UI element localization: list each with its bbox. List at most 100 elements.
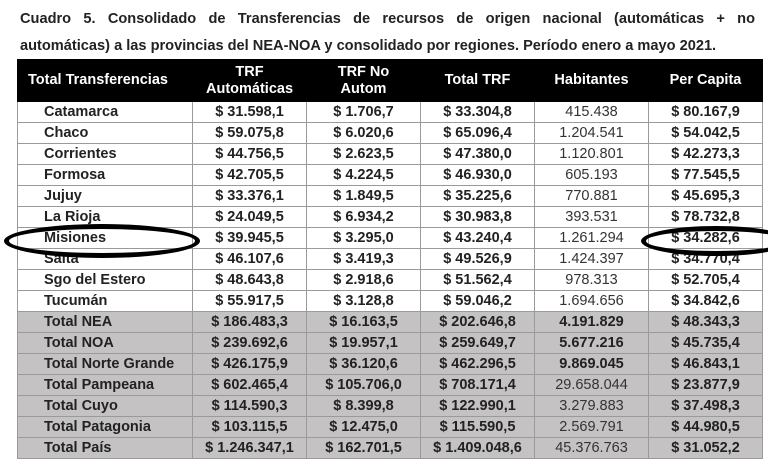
habitantes-cell: 1.424.397	[534, 248, 649, 270]
region-name-cell: Total Norte Grande	[17, 353, 193, 375]
region-name-cell: Catamarca	[17, 101, 193, 123]
trf-automaticas-cell: $ 31.598,1	[192, 101, 307, 123]
habitantes-cell: 770.881	[534, 185, 649, 207]
total-row: Total NOA $ 239.692,6 $ 19.957,1 $ 259.649,…	[17, 332, 763, 354]
habitantes-cell: 1.694.656	[534, 290, 649, 312]
table-row: Catamarca $ 31.598,1 $ 1.706,7 $ 33.304,8 41…	[17, 101, 763, 123]
table-caption: Cuadro 5. Consolidado de Transferencias …	[20, 6, 755, 60]
table-row: Tucumán $ 55.917,5 $ 3.128,8 $ 59.046,2 1.69…	[17, 290, 763, 312]
total-trf-cell: $ 43.240,4	[420, 227, 535, 249]
total-trf-cell: $ 35.225,6	[420, 185, 535, 207]
trf-no-autom-cell: $ 1.849,5	[306, 185, 421, 207]
trf-no-autom-cell: $ 1.706,7	[306, 101, 421, 123]
trf-no-autom-cell: $ 12.475,0	[306, 416, 421, 438]
trf-no-autom-cell: $ 3.419,3	[306, 248, 421, 270]
table-row: Sgo del Estero $ 48.643,8 $ 2.918,6 $ 51.56…	[17, 269, 763, 291]
habitantes-cell: 393.531	[534, 206, 649, 228]
region-name-cell: Total NEA	[17, 311, 193, 333]
total-row: Total Pampeana $ 602.465,4 $ 105.706,0 $ 70…	[17, 374, 763, 396]
total-trf-cell: $ 51.562,4	[420, 269, 535, 291]
habitantes-cell: 9.869.045	[534, 353, 649, 375]
total-trf-cell: $ 33.304,8	[420, 101, 535, 123]
table-row: Chaco $ 59.075,8 $ 6.020,6 $ 65.096,4 1.204.…	[17, 122, 763, 144]
habitantes-cell: 3.279.883	[534, 395, 649, 417]
header-trf-no-autom: TRF No Autom	[306, 59, 421, 102]
trf-automaticas-cell: $ 46.107,6	[192, 248, 307, 270]
caption-line-1: Cuadro 5. Consolidado de Transferencias …	[20, 11, 755, 27]
region-name-cell: Jujuy	[17, 185, 193, 207]
table-row: Corrientes $ 44.756,5 $ 2.623,5 $ 47.380,0 1…	[17, 143, 763, 165]
per-capita-cell: $ 54.042,5	[648, 122, 763, 144]
per-capita-cell: $ 45.735,4	[648, 332, 763, 354]
header-trf-automaticas: TRF Automáticas	[192, 59, 307, 102]
header-total-transferencias: Total Transferencias	[17, 59, 193, 102]
per-capita-cell: $ 45.695,3	[648, 185, 763, 207]
header-line: TRF	[235, 63, 264, 80]
header-habitantes: Habitantes	[534, 59, 649, 102]
habitantes-cell: 2.569.791	[534, 416, 649, 438]
habitantes-cell: 4.191.829	[534, 311, 649, 333]
transfers-table: Total Transferencias TRF Automáticas TRF …	[17, 59, 763, 459]
trf-no-autom-cell: $ 6.020,6	[306, 122, 421, 144]
habitantes-cell: 978.313	[534, 269, 649, 291]
per-capita-cell: $ 44.980,5	[648, 416, 763, 438]
total-trf-cell: $ 1.409.048,6	[420, 437, 535, 459]
trf-automaticas-cell: $ 114.590,3	[192, 395, 307, 417]
total-trf-cell: $ 202.646,8	[420, 311, 535, 333]
per-capita-cell: $ 48.343,3	[648, 311, 763, 333]
trf-automaticas-cell: $ 24.049,5	[192, 206, 307, 228]
trf-automaticas-cell: $ 48.643,8	[192, 269, 307, 291]
region-name-cell: Formosa	[17, 164, 193, 186]
per-capita-cell: $ 37.498,3	[648, 395, 763, 417]
table-row: Misiones $ 39.945,5 $ 3.295,0 $ 43.240,4 1.2…	[17, 227, 763, 249]
trf-no-autom-cell: $ 105.706,0	[306, 374, 421, 396]
trf-no-autom-cell: $ 3.128,8	[306, 290, 421, 312]
per-capita-cell: $ 23.877,9	[648, 374, 763, 396]
total-row: Total Patagonia $ 103.115,5 $ 12.475,0 $ 11…	[17, 416, 763, 438]
trf-automaticas-cell: $ 239.692,6	[192, 332, 307, 354]
trf-automaticas-cell: $ 33.376,1	[192, 185, 307, 207]
region-name-cell: Tucumán	[17, 290, 193, 312]
per-capita-cell: $ 46.843,1	[648, 353, 763, 375]
habitantes-cell: 1.261.294	[534, 227, 649, 249]
total-trf-cell: $ 49.526,9	[420, 248, 535, 270]
region-name-cell: Total Pampeana	[17, 374, 193, 396]
habitantes-cell: 29.658.044	[534, 374, 649, 396]
per-capita-cell: $ 78.732,8	[648, 206, 763, 228]
trf-automaticas-cell: $ 55.917,5	[192, 290, 307, 312]
trf-no-autom-cell: $ 8.399,8	[306, 395, 421, 417]
trf-no-autom-cell: $ 6.934,2	[306, 206, 421, 228]
trf-automaticas-cell: $ 1.246.347,1	[192, 437, 307, 459]
total-row: Total Cuyo $ 114.590,3 $ 8.399,8 $ 122.990,…	[17, 395, 763, 417]
total-trf-cell: $ 46.930,0	[420, 164, 535, 186]
region-name-cell: Total Patagonia	[17, 416, 193, 438]
per-capita-cell: $ 42.273,3	[648, 143, 763, 165]
per-capita-cell: $ 80.167,9	[648, 101, 763, 123]
region-name-cell: Total País	[17, 437, 193, 459]
habitantes-cell: 5.677.216	[534, 332, 649, 354]
habitantes-cell: 1.204.541	[534, 122, 649, 144]
total-trf-cell: $ 462.296,5	[420, 353, 535, 375]
per-capita-cell: $ 34.842,6	[648, 290, 763, 312]
caption-line-2: automáticas) a las provincias del NEA-NO…	[20, 38, 717, 54]
region-name-cell: Sgo del Estero	[17, 269, 193, 291]
trf-automaticas-cell: $ 186.483,3	[192, 311, 307, 333]
total-row: Total País $ 1.246.347,1 $ 162.701,5 $ 1.40…	[17, 437, 763, 459]
habitantes-cell: 45.376.763	[534, 437, 649, 459]
trf-no-autom-cell: $ 19.957,1	[306, 332, 421, 354]
region-name-cell: La Rioja	[17, 206, 193, 228]
table-row: Salta $ 46.107,6 $ 3.419,3 $ 49.526,9 1.424.…	[17, 248, 763, 270]
header-line: TRF No	[337, 63, 390, 80]
region-name-cell: Total NOA	[17, 332, 193, 354]
per-capita-cell: $ 31.052,2	[648, 437, 763, 459]
trf-no-autom-cell: $ 4.224,5	[306, 164, 421, 186]
trf-automaticas-cell: $ 44.756,5	[192, 143, 307, 165]
region-name-cell: Salta	[17, 248, 193, 270]
table-header-row: Total Transferencias TRF Automáticas TRF …	[17, 59, 763, 102]
header-per-capita: Per Capita	[648, 59, 763, 102]
region-name-cell: Misiones	[17, 227, 193, 249]
total-trf-cell: $ 708.171,4	[420, 374, 535, 396]
trf-automaticas-cell: $ 602.465,4	[192, 374, 307, 396]
trf-no-autom-cell: $ 36.120,6	[306, 353, 421, 375]
total-trf-cell: $ 30.983,8	[420, 206, 535, 228]
